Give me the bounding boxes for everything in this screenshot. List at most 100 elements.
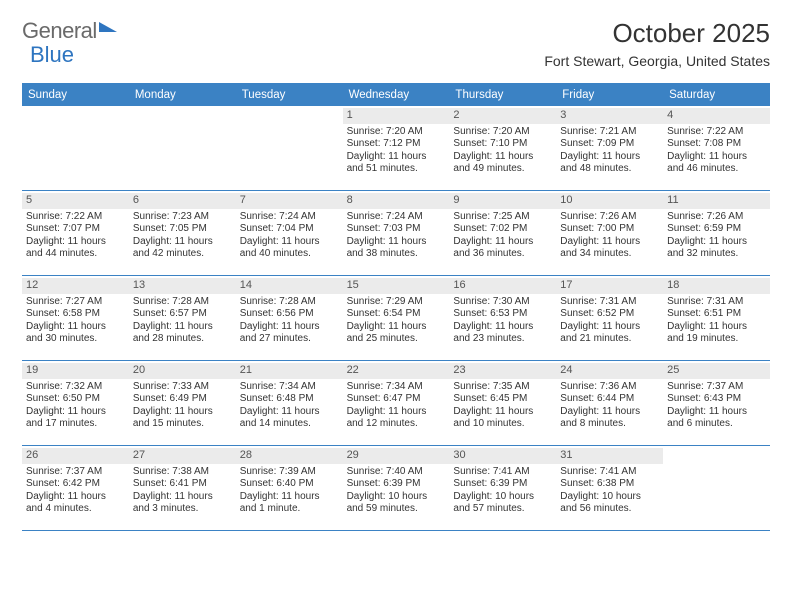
- day-cell: [129, 106, 236, 190]
- dow-wednesday: Wednesday: [343, 85, 450, 105]
- day-cell: 13 Sunrise: 7:28 AM Sunset: 6:57 PM Dayli…: [129, 276, 236, 360]
- day-detail: Sunrise: 7:20 AM Sunset: 7:10 PM Dayligh…: [453, 126, 552, 176]
- day-detail: Sunrise: 7:34 AM Sunset: 6:47 PM Dayligh…: [347, 381, 446, 431]
- day-detail: Sunrise: 7:21 AM Sunset: 7:09 PM Dayligh…: [560, 126, 659, 176]
- day-cell: 2 Sunrise: 7:20 AM Sunset: 7:10 PM Daylig…: [449, 106, 556, 190]
- day-detail: Sunrise: 7:34 AM Sunset: 6:48 PM Dayligh…: [240, 381, 339, 431]
- day-detail: Sunrise: 7:37 AM Sunset: 6:43 PM Dayligh…: [667, 381, 766, 431]
- day-number: 10: [556, 193, 663, 209]
- day-number: 28: [236, 448, 343, 464]
- day-number: 6: [129, 193, 236, 209]
- logo-mark-icon: [99, 22, 117, 32]
- day-detail: Sunrise: 7:41 AM Sunset: 6:39 PM Dayligh…: [453, 466, 552, 516]
- day-cell: 29Sunrise: 7:40 AM Sunset: 6:39 PM Dayli…: [343, 446, 450, 530]
- week-row: 26 Sunrise: 7:37 AM Sunset: 6:42 PM Dayli…: [22, 445, 770, 530]
- week-row: 19 Sunrise: 7:32 AM Sunset: 6:50 PM Dayli…: [22, 360, 770, 445]
- day-number: 26: [22, 448, 129, 464]
- day-detail: Sunrise: 7:28 AM Sunset: 6:57 PM Dayligh…: [133, 296, 232, 346]
- day-cell: 16Sunrise: 7:30 AM Sunset: 6:53 PM Dayli…: [449, 276, 556, 360]
- logo: General: [22, 18, 117, 44]
- calendar-bottom-rule: [22, 530, 770, 531]
- day-number: 8: [343, 193, 450, 209]
- day-detail: Sunrise: 7:24 AM Sunset: 7:04 PM Dayligh…: [240, 211, 339, 261]
- day-number: 24: [556, 363, 663, 379]
- location-text: Fort Stewart, Georgia, United States: [544, 53, 770, 69]
- logo-line2: Blue: [30, 42, 74, 68]
- day-cell: 24 Sunrise: 7:36 AM Sunset: 6:44 PM Dayli…: [556, 361, 663, 445]
- day-cell: 3Sunrise: 7:21 AM Sunset: 7:09 PM Daylig…: [556, 106, 663, 190]
- day-cell: 17 Sunrise: 7:31 AM Sunset: 6:52 PM Dayli…: [556, 276, 663, 360]
- day-detail: Sunrise: 7:32 AM Sunset: 6:50 PM Dayligh…: [26, 381, 125, 431]
- day-detail: Sunrise: 7:22 AM Sunset: 7:07 PM Dayligh…: [26, 211, 125, 261]
- day-detail: Sunrise: 7:30 AM Sunset: 6:53 PM Dayligh…: [453, 296, 552, 346]
- day-number: 15: [343, 278, 450, 294]
- day-detail: Sunrise: 7:22 AM Sunset: 7:08 PM Dayligh…: [667, 126, 766, 176]
- day-detail: Sunrise: 7:23 AM Sunset: 7:05 PM Dayligh…: [133, 211, 232, 261]
- day-cell: 5 Sunrise: 7:22 AM Sunset: 7:07 PM Daylig…: [22, 191, 129, 275]
- day-detail: Sunrise: 7:25 AM Sunset: 7:02 PM Dayligh…: [453, 211, 552, 261]
- day-cell: 15 Sunrise: 7:29 AM Sunset: 6:54 PM Dayli…: [343, 276, 450, 360]
- dow-monday: Monday: [129, 85, 236, 105]
- day-detail: Sunrise: 7:31 AM Sunset: 6:52 PM Dayligh…: [560, 296, 659, 346]
- day-detail: Sunrise: 7:39 AM Sunset: 6:40 PM Dayligh…: [240, 466, 339, 516]
- day-detail: Sunrise: 7:24 AM Sunset: 7:03 PM Dayligh…: [347, 211, 446, 261]
- day-number: 31: [556, 448, 663, 464]
- day-number: 27: [129, 448, 236, 464]
- dow-friday: Friday: [556, 85, 663, 105]
- day-number: 17: [556, 278, 663, 294]
- header: General October 2025 Fort Stewart, Georg…: [0, 0, 792, 75]
- day-number: 19: [22, 363, 129, 379]
- day-cell: 1Sunrise: 7:20 AM Sunset: 7:12 PM Daylig…: [343, 106, 450, 190]
- day-number: 25: [663, 363, 770, 379]
- day-detail: Sunrise: 7:28 AM Sunset: 6:56 PM Dayligh…: [240, 296, 339, 346]
- dow-thursday: Thursday: [449, 85, 556, 105]
- day-detail: Sunrise: 7:38 AM Sunset: 6:41 PM Dayligh…: [133, 466, 232, 516]
- day-cell: 20Sunrise: 7:33 AM Sunset: 6:49 PM Dayli…: [129, 361, 236, 445]
- day-number: [236, 108, 343, 110]
- day-detail: Sunrise: 7:36 AM Sunset: 6:44 PM Dayligh…: [560, 381, 659, 431]
- dow-sunday: Sunday: [22, 85, 129, 105]
- day-cell: 8 Sunrise: 7:24 AM Sunset: 7:03 PM Daylig…: [343, 191, 450, 275]
- dow-tuesday: Tuesday: [236, 85, 343, 105]
- logo-text-1: General: [22, 18, 97, 44]
- day-detail: Sunrise: 7:29 AM Sunset: 6:54 PM Dayligh…: [347, 296, 446, 346]
- day-number: 11: [663, 193, 770, 209]
- dow-saturday: Saturday: [663, 85, 770, 105]
- day-number: 21: [236, 363, 343, 379]
- day-detail: Sunrise: 7:40 AM Sunset: 6:39 PM Dayligh…: [347, 466, 446, 516]
- day-cell: 25 Sunrise: 7:37 AM Sunset: 6:43 PM Dayli…: [663, 361, 770, 445]
- day-cell: [236, 106, 343, 190]
- week-row: 1Sunrise: 7:20 AM Sunset: 7:12 PM Daylig…: [22, 105, 770, 190]
- week-row: 12Sunrise: 7:27 AM Sunset: 6:58 PM Dayli…: [22, 275, 770, 360]
- day-cell: 10Sunrise: 7:26 AM Sunset: 7:00 PM Dayli…: [556, 191, 663, 275]
- day-number: [129, 108, 236, 110]
- week-row: 5 Sunrise: 7:22 AM Sunset: 7:07 PM Daylig…: [22, 190, 770, 275]
- day-number: 30: [449, 448, 556, 464]
- day-cell: 14Sunrise: 7:28 AM Sunset: 6:56 PM Dayli…: [236, 276, 343, 360]
- day-cell: 26 Sunrise: 7:37 AM Sunset: 6:42 PM Dayli…: [22, 446, 129, 530]
- day-number: 9: [449, 193, 556, 209]
- day-detail: Sunrise: 7:31 AM Sunset: 6:51 PM Dayligh…: [667, 296, 766, 346]
- day-cell: 28 Sunrise: 7:39 AM Sunset: 6:40 PM Dayli…: [236, 446, 343, 530]
- day-cell: 4Sunrise: 7:22 AM Sunset: 7:08 PM Daylig…: [663, 106, 770, 190]
- day-detail: Sunrise: 7:20 AM Sunset: 7:12 PM Dayligh…: [347, 126, 446, 176]
- day-number: 5: [22, 193, 129, 209]
- day-cell: 7 Sunrise: 7:24 AM Sunset: 7:04 PM Daylig…: [236, 191, 343, 275]
- day-number: 7: [236, 193, 343, 209]
- logo-text-2: Blue: [30, 42, 74, 67]
- day-cell: [22, 106, 129, 190]
- day-detail: Sunrise: 7:37 AM Sunset: 6:42 PM Dayligh…: [26, 466, 125, 516]
- day-cell: 19 Sunrise: 7:32 AM Sunset: 6:50 PM Dayli…: [22, 361, 129, 445]
- day-cell: 9 Sunrise: 7:25 AM Sunset: 7:02 PM Daylig…: [449, 191, 556, 275]
- day-cell: 21 Sunrise: 7:34 AM Sunset: 6:48 PM Dayli…: [236, 361, 343, 445]
- day-number: 18: [663, 278, 770, 294]
- day-cell: 27 Sunrise: 7:38 AM Sunset: 6:41 PM Dayli…: [129, 446, 236, 530]
- day-number: 13: [129, 278, 236, 294]
- day-cell: 12Sunrise: 7:27 AM Sunset: 6:58 PM Dayli…: [22, 276, 129, 360]
- day-cell: 23Sunrise: 7:35 AM Sunset: 6:45 PM Dayli…: [449, 361, 556, 445]
- day-number: 2: [449, 108, 556, 124]
- weeks-container: 1Sunrise: 7:20 AM Sunset: 7:12 PM Daylig…: [22, 105, 770, 530]
- day-cell: 18 Sunrise: 7:31 AM Sunset: 6:51 PM Dayli…: [663, 276, 770, 360]
- day-number: 22: [343, 363, 450, 379]
- calendar: Sunday Monday Tuesday Wednesday Thursday…: [22, 83, 770, 530]
